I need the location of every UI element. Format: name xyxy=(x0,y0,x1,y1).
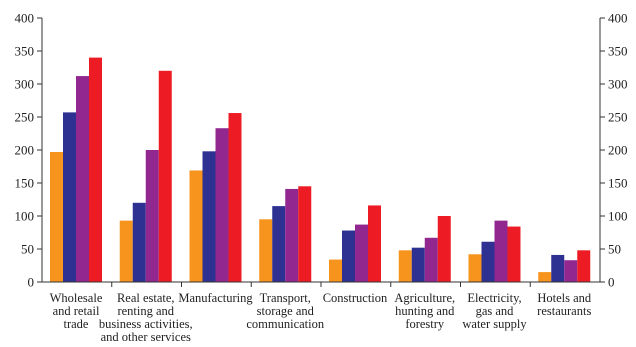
bar-series1-cat3 xyxy=(189,170,203,282)
x-category-label: Real estate, renting and business activiti… xyxy=(99,291,193,344)
bar-series2-cat7 xyxy=(481,241,495,282)
bar-series3-cat2 xyxy=(145,150,159,282)
x-category-label: Manufacturing xyxy=(178,291,253,305)
y-tick-label-right: 150 xyxy=(608,176,628,191)
bar-series4-cat7 xyxy=(507,226,521,282)
y-tick-label-right: 50 xyxy=(608,242,621,257)
y-tick-label-right: 250 xyxy=(608,110,628,125)
y-tick-label-left: 0 xyxy=(28,275,35,290)
y-tick-label-left: 250 xyxy=(15,110,35,125)
y-tick-label-left: 300 xyxy=(15,77,35,92)
bar-series1-cat5 xyxy=(329,259,342,282)
bar-series3-cat4 xyxy=(285,188,299,282)
bar-series4-cat8 xyxy=(577,250,591,282)
bar-series1-cat6 xyxy=(398,250,412,282)
y-tick-label-right: 400 xyxy=(608,11,628,26)
bar-series1-cat4 xyxy=(259,219,273,282)
bar-series2-cat8 xyxy=(551,254,565,282)
bar-series3-cat7 xyxy=(494,220,508,282)
bar-series4-cat5 xyxy=(368,205,381,282)
x-category-label: Construction xyxy=(323,291,388,305)
bar-series3-cat3 xyxy=(215,128,229,282)
bar-series2-cat3 xyxy=(202,151,216,282)
bar-series4-cat2 xyxy=(158,70,172,282)
bar-series4-cat3 xyxy=(228,113,242,282)
y-tick-label-right: 200 xyxy=(608,143,628,158)
bar-series2-cat4 xyxy=(272,206,286,282)
x-category-label: Agriculture, hunting and forestry xyxy=(394,291,455,331)
x-category-label: Hotels and restaurants xyxy=(537,291,592,318)
bar-series2-cat1 xyxy=(63,112,76,282)
axes-layer xyxy=(37,17,605,287)
bar-series2-cat5 xyxy=(342,230,355,282)
x-category-label: Electricity, gas and water supply xyxy=(462,291,527,331)
bar-series1-cat2 xyxy=(119,220,133,282)
y-tick-label-right: 350 xyxy=(608,44,628,59)
y-tick-label-left: 150 xyxy=(15,176,35,191)
bar-series1-cat7 xyxy=(468,254,482,282)
x-category-label: Wholesale and retail trade xyxy=(50,291,103,331)
bar-series4-cat4 xyxy=(298,186,312,282)
bar-series2-cat6 xyxy=(411,247,425,282)
bar-series3-cat8 xyxy=(564,260,578,282)
bar-series1-cat1 xyxy=(50,151,63,282)
y-tick-label-right: 0 xyxy=(608,275,615,290)
bar-series4-cat6 xyxy=(437,216,451,282)
bar-series3-cat1 xyxy=(76,76,89,282)
y-tick-label-left: 400 xyxy=(15,11,35,26)
y-tick-label-left: 350 xyxy=(15,44,35,59)
y-tick-label-right: 100 xyxy=(608,209,628,224)
bar-series2-cat2 xyxy=(132,202,146,282)
x-category-label: Transport, storage and communication xyxy=(246,291,325,331)
bar-series1-cat8 xyxy=(538,272,552,282)
labels-layer: 0 0 50 50 100 100 150 150 200 200 250 250 300 300 350 3… xyxy=(15,11,628,345)
bars-layer xyxy=(50,57,591,282)
bar-series4-cat1 xyxy=(89,57,102,282)
y-tick-label-left: 100 xyxy=(15,209,35,224)
y-tick-label-left: 200 xyxy=(15,143,35,158)
y-tick-label-left: 50 xyxy=(21,242,34,257)
y-tick-label-right: 300 xyxy=(608,77,628,92)
bar-series3-cat5 xyxy=(355,224,368,282)
bar-series3-cat6 xyxy=(424,237,438,282)
